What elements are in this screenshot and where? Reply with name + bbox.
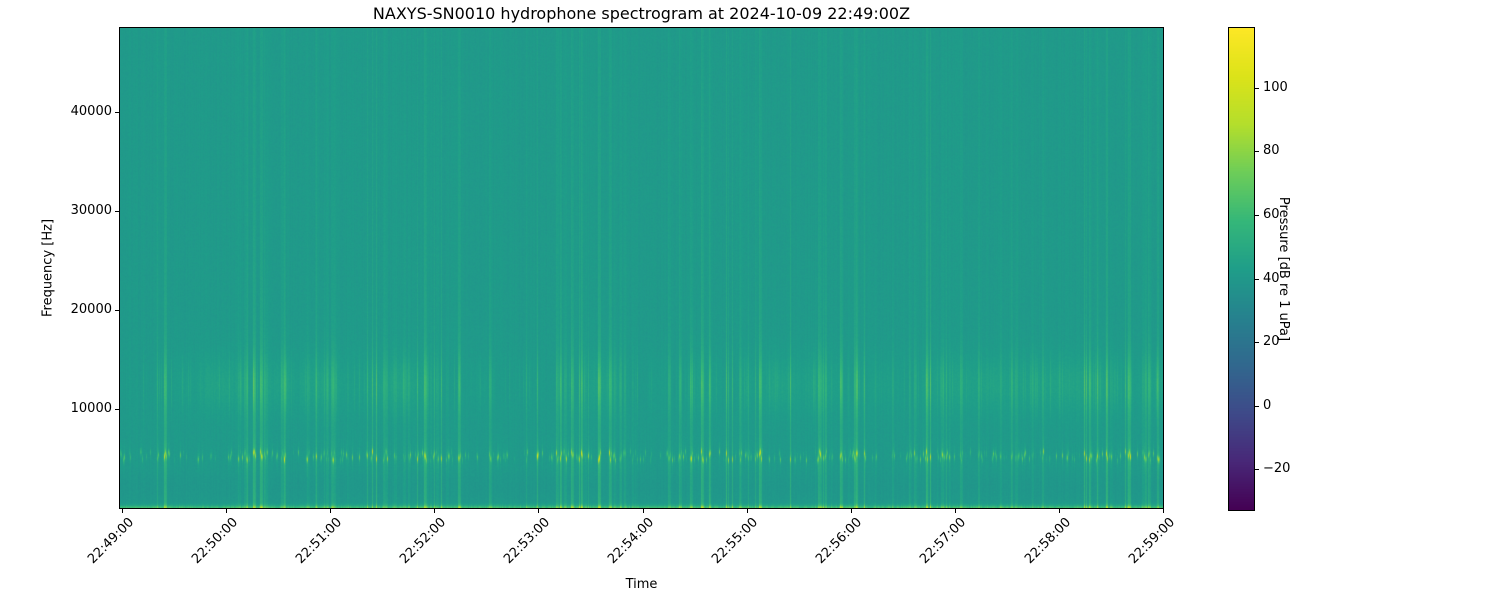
colorbar-tick-mark	[1255, 151, 1259, 153]
x-tick-label: 22:58:00	[1021, 515, 1074, 567]
x-tick-mark	[434, 509, 436, 513]
colorbar-tick-label: 80	[1263, 143, 1280, 159]
x-tick-mark	[538, 509, 540, 513]
x-tick-label: 22:53:00	[501, 515, 554, 567]
x-tick-label: 22:50:00	[188, 515, 241, 567]
x-tick-label: 22:59:00	[1125, 515, 1178, 567]
colorbar-label: Pressure [dB re 1 uPa]	[1276, 196, 1291, 342]
colorbar-border	[1228, 27, 1255, 511]
x-axis-label: Time	[625, 577, 658, 592]
x-tick-mark	[226, 509, 228, 513]
x-tick-label: 22:51:00	[292, 515, 345, 567]
x-tick-label: 22:57:00	[917, 515, 970, 567]
plot-border	[119, 27, 1164, 509]
x-tick-mark	[1058, 509, 1060, 513]
colorbar-tick-label: 100	[1263, 79, 1288, 95]
y-tick-mark	[115, 409, 119, 410]
colorbar-tick-mark	[1255, 342, 1259, 344]
x-tick-label: 22:54:00	[605, 515, 658, 567]
colorbar-tick-label: 20	[1263, 334, 1280, 350]
x-tick-mark	[122, 509, 123, 513]
x-tick-mark	[330, 509, 332, 513]
colorbar-tick-mark	[1255, 405, 1259, 407]
y-tick-label: 20000	[70, 302, 112, 318]
y-tick-mark	[115, 112, 119, 114]
colorbar-tick-mark	[1255, 469, 1259, 471]
colorbar-tick-label: 40	[1263, 270, 1280, 286]
y-tick-label: 10000	[70, 401, 112, 416]
x-tick-label: 22:52:00	[397, 515, 449, 567]
x-tick-mark	[746, 509, 748, 513]
spectrogram-heatmap	[120, 28, 1163, 508]
x-tick-mark	[850, 509, 852, 513]
colorbar-gradient	[1229, 28, 1254, 510]
x-tick-mark	[1163, 509, 1164, 513]
plot-title: NAXYS-SN0010 hydrophone spectrogram at 2…	[372, 4, 911, 23]
y-tick-mark	[115, 310, 119, 312]
y-tick-label: 40000	[70, 104, 112, 120]
colorbar-tick-mark	[1255, 87, 1259, 89]
x-tick-label: 22:55:00	[709, 515, 762, 567]
colorbar-tick-label: 0	[1263, 397, 1272, 413]
y-tick-label: 30000	[70, 203, 112, 219]
colorbar-tick-label: 60	[1263, 206, 1280, 222]
colorbar-tick-mark	[1255, 278, 1259, 280]
colorbar-tick-label: −20	[1263, 461, 1291, 477]
x-tick-mark	[954, 509, 956, 513]
x-tick-mark	[642, 509, 644, 513]
y-tick-mark	[115, 211, 119, 213]
x-tick-label: 22:49:00	[84, 515, 137, 567]
x-tick-label: 22:56:00	[813, 515, 866, 567]
y-axis-label: Frequency [Hz]	[40, 218, 56, 318]
colorbar-tick-mark	[1255, 214, 1259, 216]
